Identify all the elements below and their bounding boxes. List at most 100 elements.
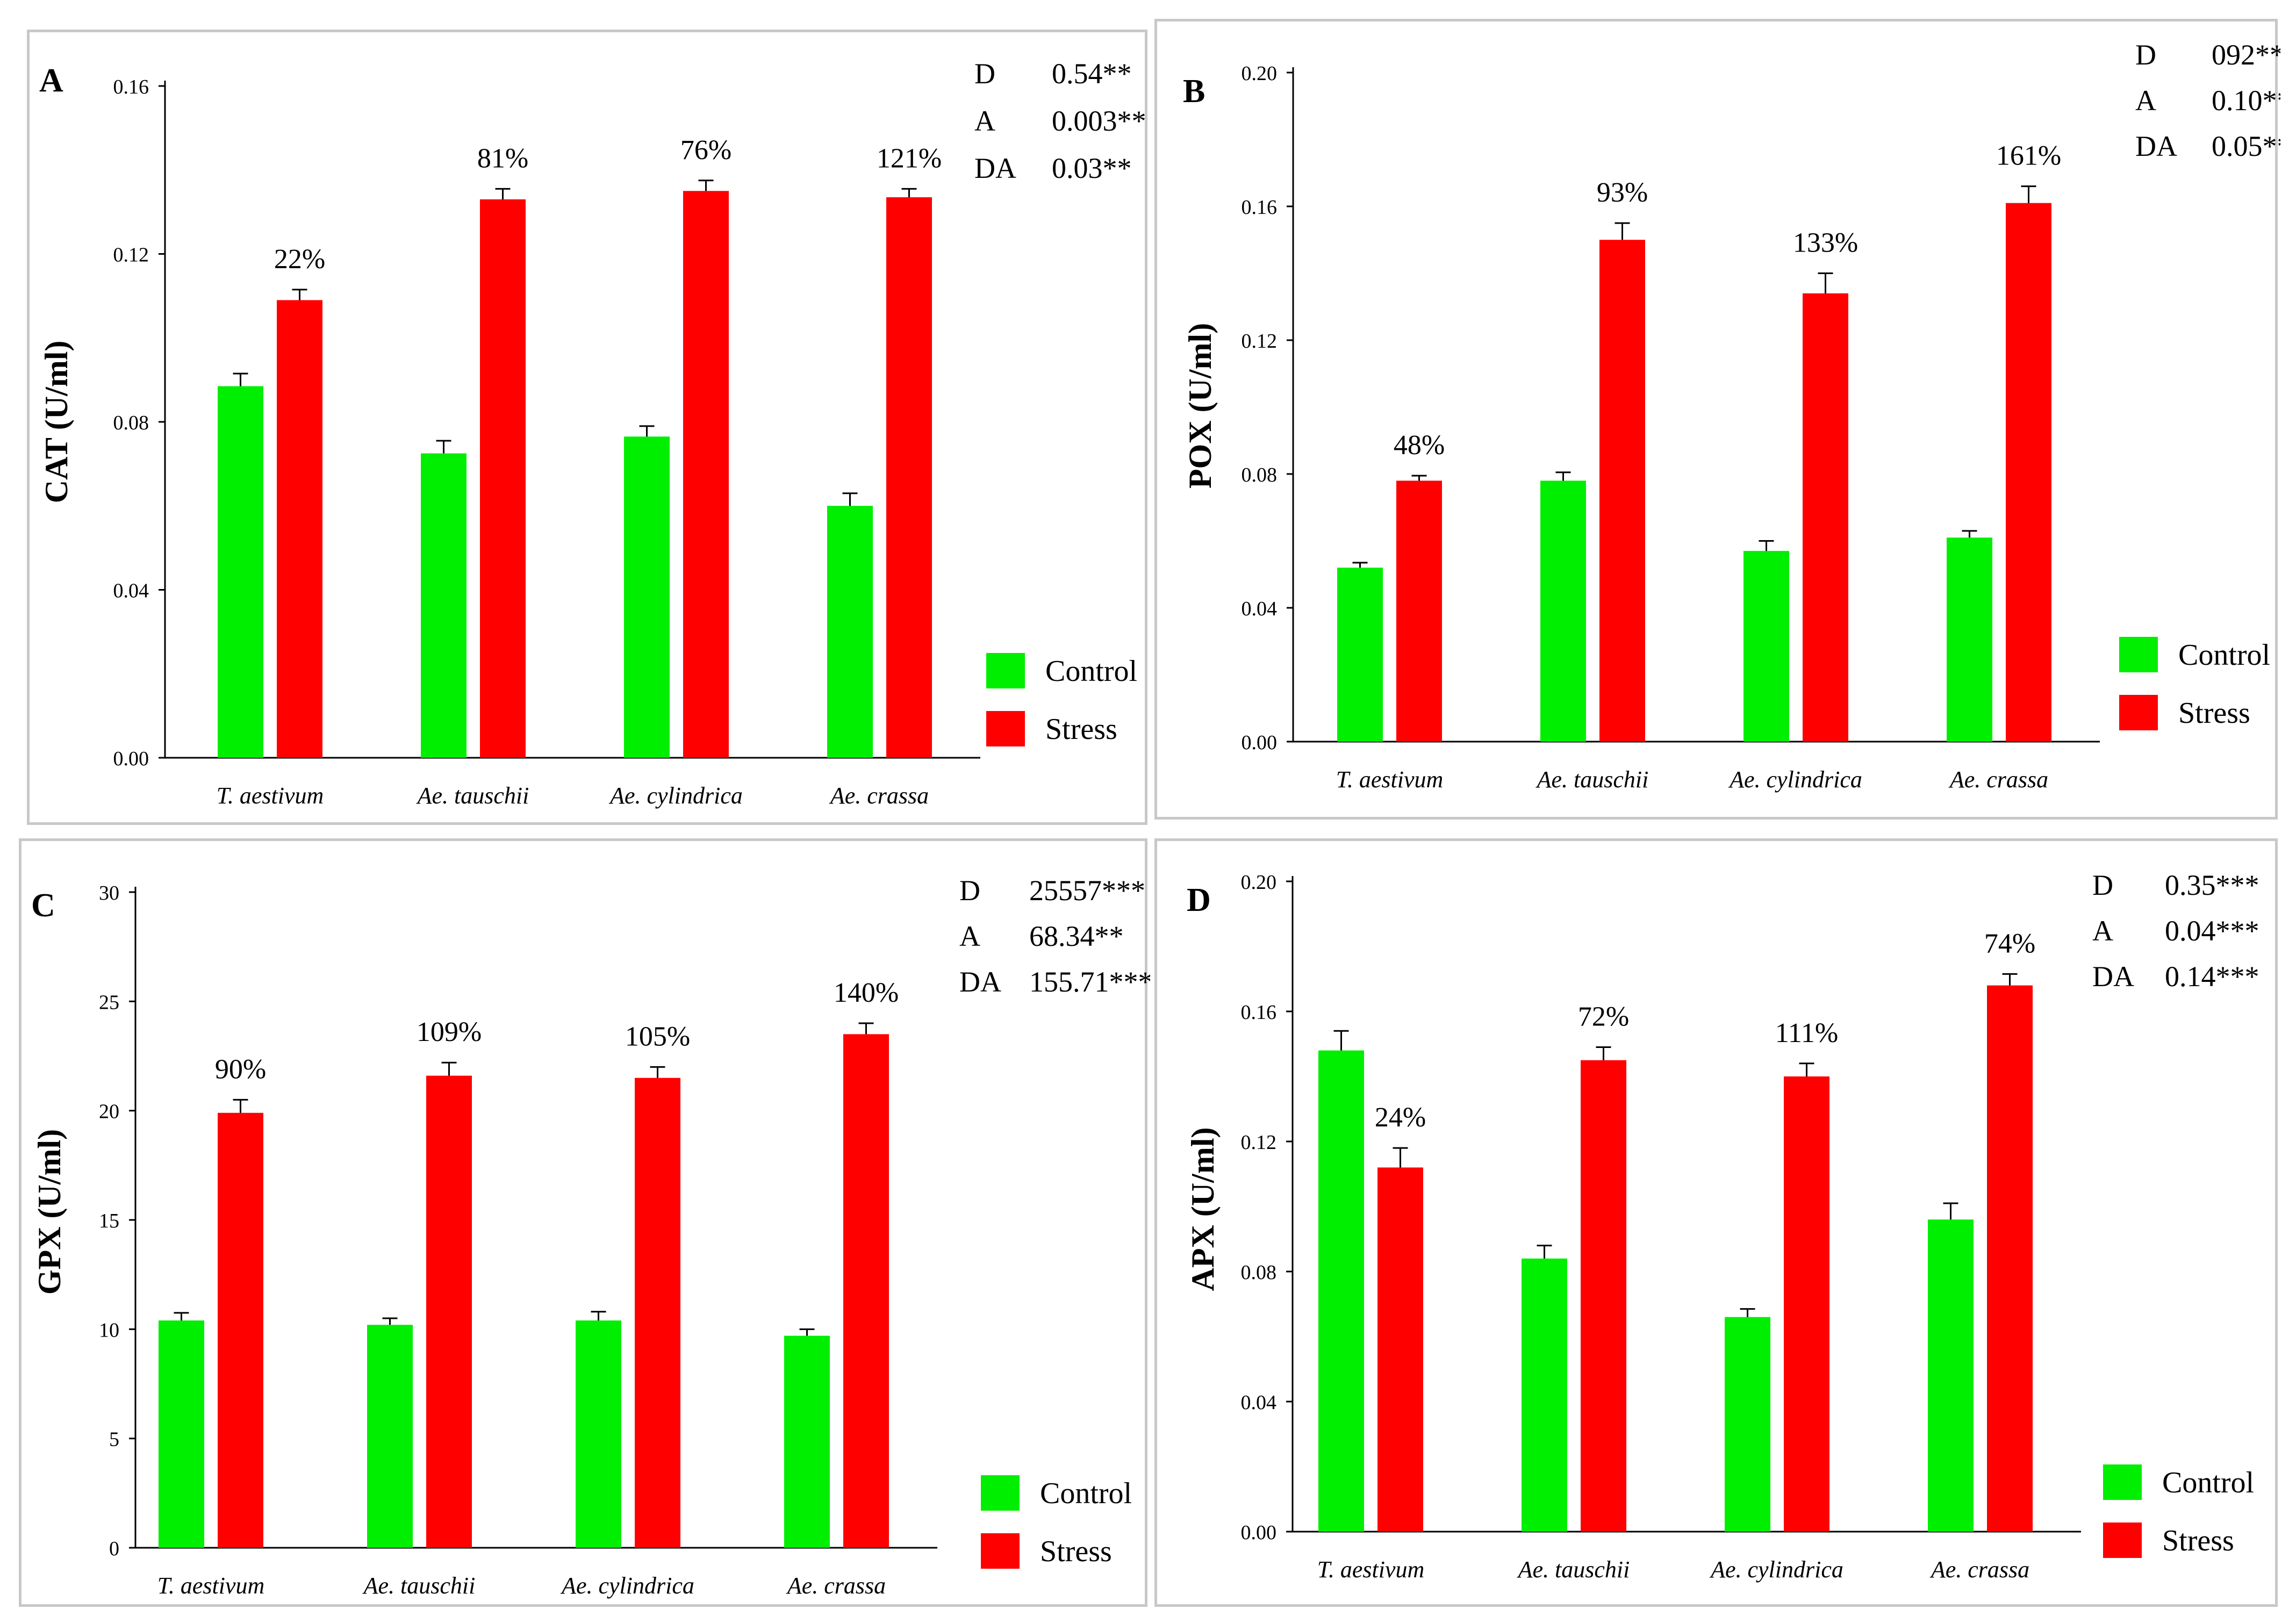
bar-control [576,1320,621,1548]
bar-stress [683,191,729,758]
percent-change-label: 74% [1984,928,2035,959]
bar-control [218,386,263,758]
stat-value: 0.03** [1052,152,1132,184]
bar-stress [480,199,526,758]
bar-stress [1784,1076,1829,1532]
y-tick-label: 25 [99,991,119,1014]
bar-stress [2006,203,2051,742]
percent-change-label: 109% [417,1017,482,1047]
percent-change-label: 76% [680,135,731,166]
y-tick-label: 0.04 [1242,598,1278,620]
bar-control [827,506,873,758]
panel-letter: B [1183,73,1205,110]
bar-control [367,1325,413,1548]
stat-value: 0.54** [1052,58,1132,90]
bar-control [421,453,467,758]
stat-value: 68.34** [1029,920,1124,952]
x-category-label: T. aestivum [157,1572,265,1599]
y-tick-label: 0.20 [1242,62,1278,85]
bar-control [1928,1219,1974,1532]
percent-change-label: 140% [834,978,899,1008]
x-category-label: Ae. cylindrica [560,1572,694,1599]
percent-change-label: 24% [1375,1102,1426,1133]
chart-d: D APX (U/ml) 0.00 0.04 0.08 0.12 0.16 0.20 T. ae… [1185,869,2259,1583]
percent-change-label: 121% [877,143,942,174]
stat-key: A [974,105,995,137]
bar-control [1318,1050,1364,1532]
percent-change-label: 22% [274,244,325,275]
y-tick-label: 15 [99,1210,119,1232]
panel-b: B POX (U/ml) 0.00 0.04 0.08 0.12 0.16 0.20 T. ae… [1154,19,2280,820]
bar-stress [1987,985,2033,1532]
percent-change-label: 81% [477,143,528,174]
bar-stress [1581,1060,1626,1532]
stat-value: 0.003** [1052,105,1146,137]
y-tick-label: 0.12 [1241,1131,1277,1154]
stat-key: A [959,920,980,952]
y-tick-label: 10 [99,1319,119,1341]
bar-stress [843,1034,889,1548]
legend-swatch-stress [2103,1523,2142,1558]
legend-label-control: Control [1040,1477,1132,1510]
stat-value: 155.71*** [1029,966,1150,998]
panel-a: A CAT (U/ml) 0.00 0.04 0.08 0.12 0.16 T. aestiv… [27,30,1147,825]
stat-value: 25557*** [1029,874,1145,907]
panel-d: D APX (U/ml) 0.00 0.04 0.08 0.12 0.16 0.20 T. ae… [1154,838,2278,1607]
y-tick-label: 0.04 [113,580,149,602]
stat-key: DA [2092,960,2134,993]
bar-stress [635,1078,680,1548]
x-category-label: Ae. crassa [1929,1556,2029,1583]
stat-key: DA [959,966,1001,998]
x-category-label: Ae. crassa [829,782,929,809]
bar-stress [1377,1167,1423,1532]
x-category-label: Ae. tauschii [362,1572,476,1599]
y-tick-label: 0 [109,1538,119,1560]
y-tick-label: 0.12 [1242,330,1278,353]
x-category-label: T. aestivum [1317,1556,1425,1583]
percent-change-label: 111% [1775,1018,1838,1049]
bar-stress [1599,240,1645,742]
bar-control [1540,480,1586,742]
stat-value: 092** [2212,39,2280,71]
stat-key: D [974,58,995,90]
y-tick-label: 0.16 [1241,1001,1277,1024]
y-tick-label: 20 [99,1101,119,1123]
panel-letter: A [39,62,63,99]
legend-label-stress: Stress [2178,696,2250,730]
stat-value: 0.10** [2212,84,2280,117]
stat-key: DA [974,152,1016,184]
panel-c: C GPX (U/ml) 0 5 10 15 20 25 30 T. aestivum 90% Ae.… [19,838,1150,1607]
stat-key: D [2135,39,2156,71]
bar-stress [886,197,932,758]
x-category-label: Ae. cylindrica [1709,1556,1843,1583]
y-tick-label: 0.12 [113,244,149,267]
y-axis-label: POX (U/ml) [1182,323,1218,489]
x-category-label: Ae. tauschii [416,782,529,809]
stat-key: DA [2135,130,2177,162]
bar-control [784,1335,830,1548]
legend-label-control: Control [2162,1466,2254,1499]
stat-key: A [2092,915,2113,947]
stat-value: 0.04*** [2165,915,2259,947]
y-tick-label: 5 [109,1428,119,1451]
bar-control [1725,1317,1770,1532]
stat-value: 0.05** [2212,130,2280,162]
legend-label-stress: Stress [2162,1524,2234,1557]
percent-change-label: 72% [1578,1002,1629,1032]
stat-value: 0.14*** [2165,960,2259,993]
legend-label-control: Control [1045,655,1137,688]
y-tick-label: 0.08 [113,412,149,434]
legend-swatch-control [986,653,1025,688]
bar-stress [1803,293,1848,742]
stat-key: D [2092,869,2113,901]
stat-value: 0.35*** [2165,869,2259,901]
x-category-label: Ae. tauschii [1517,1556,1630,1583]
stat-key: A [2135,84,2156,117]
panel-letter: C [31,887,55,924]
legend-swatch-control [2119,637,2158,672]
stat-key: D [959,874,980,907]
bar-stress [1396,480,1442,742]
chart-b: B POX (U/ml) 0.00 0.04 0.08 0.12 0.16 0.20 T. ae… [1182,39,2280,793]
chart-c: C GPX (U/ml) 0 5 10 15 20 25 30 T. aestivum 90% Ae.… [31,874,1150,1599]
y-tick-label: 0.08 [1242,464,1278,486]
